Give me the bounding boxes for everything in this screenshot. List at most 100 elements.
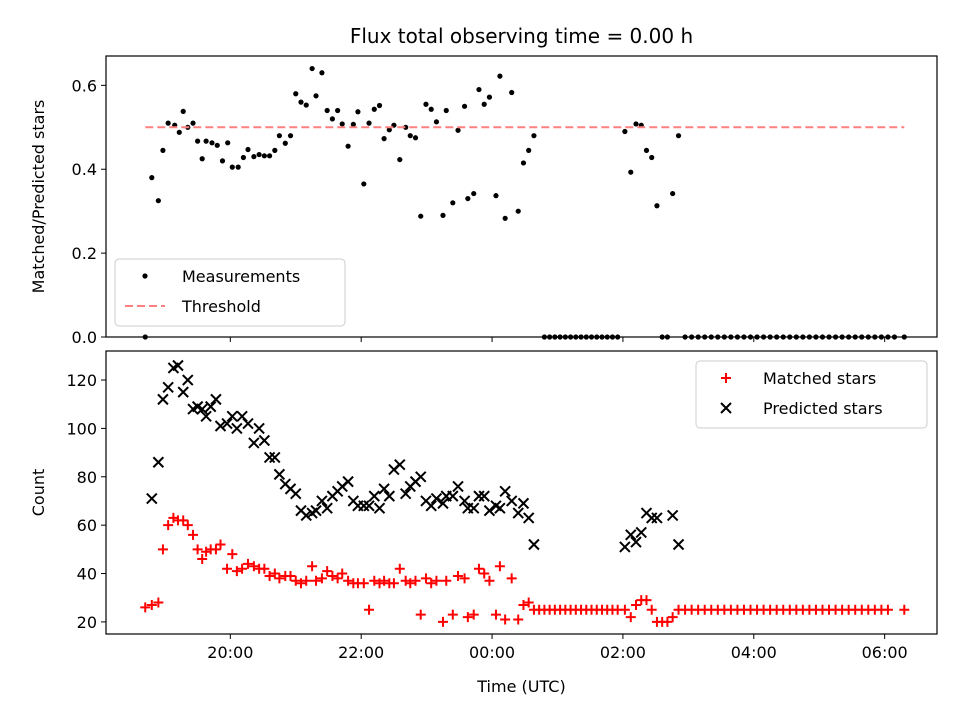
matched-star-point bbox=[222, 563, 233, 574]
matched-star-point bbox=[490, 609, 501, 620]
measurement-point bbox=[203, 138, 209, 144]
measurement-point bbox=[219, 158, 226, 164]
measurement-point bbox=[293, 91, 299, 97]
measurement-point bbox=[272, 147, 278, 153]
matched-star-point bbox=[394, 563, 405, 574]
measurement-point bbox=[497, 73, 503, 79]
measurement-point bbox=[481, 101, 487, 107]
legend: Measurements Threshold bbox=[114, 258, 346, 327]
chart-title: Flux total observing time = 0.00 h bbox=[350, 24, 693, 48]
y-tick-label: 100 bbox=[66, 419, 97, 438]
y-tick-label: 0.0 bbox=[72, 328, 97, 347]
measurement-point bbox=[214, 142, 220, 148]
predicted-star-point bbox=[182, 374, 194, 386]
predicted-star-point bbox=[226, 410, 238, 423]
matched-star-point bbox=[431, 575, 442, 586]
matched-star-point bbox=[426, 578, 437, 589]
measurement-point bbox=[433, 119, 440, 125]
matched-star-point bbox=[506, 573, 517, 584]
measurement-point bbox=[229, 164, 235, 170]
measurement-point bbox=[309, 65, 315, 72]
x-tick-label: 06:00 bbox=[862, 643, 908, 662]
predicted-star-point bbox=[625, 529, 637, 541]
measurement-point bbox=[209, 140, 215, 146]
matched-star-point bbox=[322, 566, 333, 577]
measurement-point bbox=[261, 153, 267, 159]
matched-star-point bbox=[625, 612, 636, 623]
measurement-point bbox=[670, 190, 676, 197]
measurement-point bbox=[345, 143, 351, 149]
count-subplot: 20:00 22:00 00:00 02:00 04:00 06:00 20 40 60 80 10… bbox=[29, 350, 938, 696]
matched-star-point bbox=[295, 578, 306, 589]
predicted-star-point bbox=[162, 381, 174, 393]
predicted-star-point bbox=[619, 541, 631, 553]
measurement-point bbox=[266, 153, 273, 159]
matched-star-point bbox=[369, 575, 380, 586]
measurement-point bbox=[476, 86, 482, 93]
predicted-star-point bbox=[172, 359, 184, 372]
matched-star-point bbox=[231, 566, 242, 577]
y-axis-label: Matched/Predicted stars bbox=[29, 100, 48, 294]
measurement-point bbox=[366, 120, 372, 126]
legend-measurement-swatch bbox=[142, 273, 148, 279]
predicted-star-point bbox=[458, 495, 471, 507]
matched-star-point bbox=[140, 602, 151, 613]
measurement-point bbox=[256, 151, 262, 158]
measurement-point bbox=[335, 107, 341, 114]
legend-matched-swatch bbox=[721, 373, 731, 383]
predicted-star-point bbox=[200, 410, 212, 423]
matched-star-point bbox=[327, 570, 338, 581]
measurement-point bbox=[240, 154, 247, 161]
measurement-point bbox=[397, 156, 403, 163]
predicted-star-point bbox=[177, 386, 189, 398]
measurement-point bbox=[180, 108, 186, 114]
measurement-point bbox=[461, 103, 468, 109]
predicted-star-point bbox=[269, 451, 281, 464]
ratio-subplot: 0.0 0.2 0.4 0.6 Flux total observing time = … bbox=[29, 24, 938, 347]
matched-star-point bbox=[358, 578, 369, 589]
predicted-star-point bbox=[430, 492, 443, 505]
matched-star-point bbox=[242, 558, 253, 569]
y-tick-label: 0.6 bbox=[72, 76, 97, 95]
matched-star-point bbox=[146, 599, 157, 610]
axes-frame bbox=[105, 350, 938, 635]
x-axis-label: Time (UTC) bbox=[476, 677, 565, 696]
measurement-point bbox=[245, 146, 251, 153]
series-matched-stars bbox=[140, 512, 910, 627]
measurement-point bbox=[355, 109, 361, 115]
matched-star-point bbox=[479, 568, 490, 579]
predicted-star-point bbox=[273, 468, 286, 481]
predicted-star-point bbox=[310, 504, 322, 517]
predicted-star-point bbox=[383, 490, 396, 502]
measurement-point bbox=[361, 181, 367, 187]
predicted-star-point bbox=[666, 509, 679, 522]
measurement-point bbox=[526, 147, 532, 153]
axes-frame bbox=[105, 55, 938, 338]
predicted-star-point bbox=[528, 538, 540, 551]
measurement-point bbox=[155, 198, 161, 204]
predicted-star-point bbox=[672, 538, 685, 551]
measurement-point bbox=[324, 107, 330, 114]
measurement-point bbox=[486, 94, 493, 100]
measurement-point bbox=[633, 121, 639, 127]
matched-star-point bbox=[337, 568, 348, 579]
predicted-star-point bbox=[378, 483, 390, 495]
measurement-point bbox=[225, 140, 231, 146]
y-tick-label: 0.2 bbox=[72, 244, 97, 263]
predicted-star-point bbox=[452, 480, 464, 493]
measurement-point bbox=[675, 133, 682, 139]
measurement-point bbox=[509, 89, 515, 96]
matched-star-point bbox=[388, 578, 399, 589]
matched-star-point bbox=[210, 544, 221, 555]
matched-star-point bbox=[473, 563, 484, 574]
measurement-point bbox=[455, 127, 461, 133]
measurement-point bbox=[520, 160, 527, 166]
measurement-point bbox=[471, 190, 477, 197]
matched-star-point bbox=[227, 549, 238, 560]
matched-star-point bbox=[301, 575, 312, 586]
matched-star-point bbox=[437, 616, 448, 627]
matched-star-point bbox=[882, 604, 893, 615]
x-tick-label: 04:00 bbox=[731, 643, 777, 662]
matched-star-point bbox=[518, 599, 529, 610]
